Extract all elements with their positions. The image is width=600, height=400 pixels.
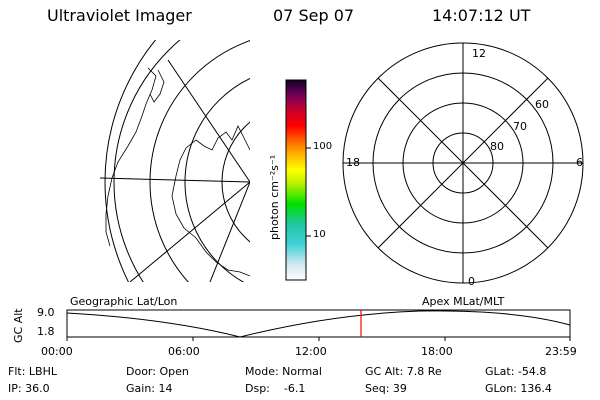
apex-caption: Apex MLat/MLT: [422, 295, 505, 308]
gc-alt-status: GC Alt: 7.8 Re: [365, 365, 442, 378]
orbit-plot: [66, 309, 571, 341]
lat-label-80: 80: [490, 140, 504, 153]
orbit-xtick-2359: 23:59: [545, 345, 577, 358]
date: 07 Sep 07: [273, 6, 355, 25]
title: Ultraviolet Imager: [47, 6, 192, 25]
mlt-label-12: 12: [472, 47, 486, 60]
polar-grid: [342, 42, 584, 284]
dsp-status: Dsp: -6.1: [245, 382, 306, 395]
seq-status: Seq: 39: [365, 382, 407, 395]
orbit-ytick-1.8: 1.8: [37, 325, 55, 338]
geographic-caption: Geographic Lat/Lon: [70, 295, 178, 308]
colorbar-tick-10: 10: [313, 229, 326, 240]
mlt-label-6: 6: [576, 156, 583, 169]
filter-status: Flt: LBHL: [8, 365, 57, 378]
time: 14:07:12 UT: [432, 6, 531, 25]
colorbar: [285, 79, 311, 281]
glat-status: GLat: -54.8: [485, 365, 547, 378]
orbit-xtick-0600: 06:00: [168, 345, 200, 358]
door-status: Door: Open: [126, 365, 189, 378]
orbit-xtick-1200: 12:00: [295, 345, 327, 358]
orbit-xtick-1800: 18:00: [421, 345, 453, 358]
colorbar-tick-100: 100: [313, 141, 333, 152]
geographic-map: [100, 40, 250, 282]
gain-status: Gain: 14: [126, 382, 173, 395]
lat-label-70: 70: [513, 120, 527, 133]
lat-label-60: 60: [535, 98, 549, 111]
mlt-label-18: 18: [346, 156, 360, 169]
ip-status: IP: 36.0: [8, 382, 50, 395]
orbit-xtick-0000: 00:00: [41, 345, 73, 358]
mode-status: Mode: Normal: [245, 365, 322, 378]
colorbar-unit-label: photon cm⁻²s⁻¹: [268, 154, 281, 240]
mlt-label-0: 0: [468, 275, 475, 288]
orbit-ylabel: GC Alt: [12, 308, 25, 343]
glon-status: GLon: 136.4: [485, 382, 552, 395]
orbit-ytick-9: 9.0: [37, 306, 55, 319]
